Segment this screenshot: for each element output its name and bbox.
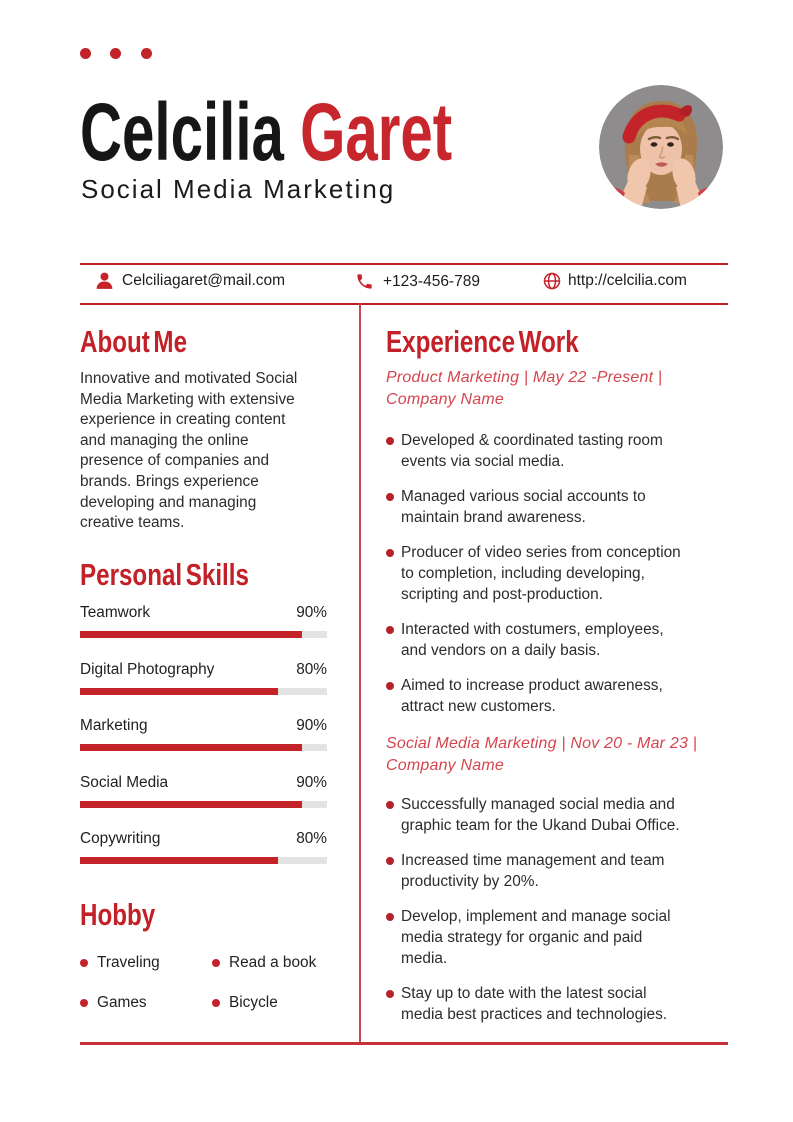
skill-percent: 80% xyxy=(296,830,327,847)
phone-text: +123-456-789 xyxy=(383,272,480,290)
bullet-dot-icon xyxy=(212,999,220,1007)
job-title: Social Media Marketing | Nov 20 - Mar 23… xyxy=(386,735,698,774)
section-heading-experience: Experience Work xyxy=(386,324,579,359)
skill-bar-track xyxy=(80,857,327,864)
job-bullet-list: Successfully managed social media and gr… xyxy=(386,794,726,1039)
contact-bar xyxy=(80,263,728,305)
bullet-dot-icon xyxy=(386,912,394,921)
contact-phone[interactable]: +123-456-789 xyxy=(355,272,480,291)
column-divider xyxy=(359,303,361,1042)
about-text: Innovative and motivated Social Media Ma… xyxy=(80,370,298,532)
section-heading-hobby: Hobby xyxy=(80,897,156,932)
bullet-text: Aimed to increase product awareness, att… xyxy=(401,677,663,715)
skill-percent: 90% xyxy=(296,773,327,791)
bullet-dot-icon xyxy=(212,959,220,967)
section-heading-about: About Me xyxy=(80,324,188,359)
bullet-dot-icon xyxy=(386,989,394,998)
email-text: Celciliagaret@mail.com xyxy=(122,272,286,289)
skill-label: Social Media xyxy=(80,773,169,791)
job-title: Product Marketing | May 22 -Present | Co… xyxy=(386,369,663,408)
skill-percent: 80% xyxy=(296,660,327,678)
skill-bar-track xyxy=(80,687,327,695)
section-heading-skills: Personal Skills xyxy=(80,557,249,592)
hobby-label: Traveling xyxy=(97,954,160,971)
skill-label: Digital Photography xyxy=(80,660,215,678)
experience-bullet: Interacted with costumers, employees, an… xyxy=(386,619,726,661)
hobby-label: Read a book xyxy=(229,954,317,971)
skill-percent: 90% xyxy=(296,717,327,734)
skill-bar-fill xyxy=(80,744,303,751)
bullet-dot-icon xyxy=(386,492,394,501)
bullet-text: Developed & coordinated tasting room eve… xyxy=(401,432,663,470)
hobby-item: Games xyxy=(80,993,147,1013)
contact-email[interactable]: Celciliagaret@mail.com xyxy=(94,270,285,292)
portrait-illustration xyxy=(599,85,723,209)
skill-row: Marketing 90% xyxy=(80,717,327,751)
experience-bullet: Stay up to date with the latest social m… xyxy=(386,983,726,1025)
skill-row: Copywriting 80% xyxy=(80,830,327,864)
bullet-dot-icon xyxy=(80,959,88,967)
job-subtitle: Social Media Marketing xyxy=(81,174,396,204)
skill-bar-track xyxy=(80,631,327,638)
first-name: Celcilia xyxy=(80,87,284,178)
last-name: Garet xyxy=(300,87,453,178)
skill-bar-fill xyxy=(80,631,303,638)
website-text: http://celcilia.com xyxy=(568,272,687,289)
bullet-text: Interacted with costumers, employees, an… xyxy=(401,621,664,659)
skill-row: Teamwork 90% xyxy=(80,604,327,638)
decor-dot xyxy=(110,48,121,59)
bullet-dot-icon xyxy=(386,548,394,557)
bullet-text: Stay up to date with the latest social m… xyxy=(401,985,668,1023)
bottom-rule xyxy=(80,1042,728,1045)
decor-dot xyxy=(79,48,91,59)
experience-bullet: Managed various social accounts to maint… xyxy=(386,486,726,528)
skill-label: Marketing xyxy=(80,717,148,734)
skill-label: Copywriting xyxy=(80,830,161,847)
hobby-label: Games xyxy=(97,994,147,1011)
person-icon xyxy=(96,272,113,289)
globe-icon xyxy=(543,272,561,290)
phone-icon xyxy=(357,274,372,289)
skill-bar-fill xyxy=(80,800,303,808)
bullet-text: Develop, implement and manage social med… xyxy=(401,908,671,967)
skill-percent: 90% xyxy=(296,604,327,621)
bullet-dot-icon xyxy=(386,856,394,865)
bullet-text: Increased time management and team produ… xyxy=(401,852,665,890)
bullet-text: Managed various social accounts to maint… xyxy=(401,488,646,526)
experience-bullet: Successfully managed social media and gr… xyxy=(386,794,726,836)
job-bullet-list: Developed & coordinated tasting room eve… xyxy=(386,430,726,731)
hobby-item: Bicycle xyxy=(212,993,278,1013)
bullet-text: Successfully managed social media and gr… xyxy=(401,796,680,834)
skill-bar-track xyxy=(80,800,327,808)
bullet-dot-icon xyxy=(80,999,88,1007)
skill-row: Digital Photography 80% xyxy=(80,661,327,695)
bullet-dot-icon xyxy=(386,625,394,634)
experience-bullet: Developed & coordinated tasting room eve… xyxy=(386,430,726,472)
decor-dot xyxy=(140,48,152,59)
bullet-dot-icon xyxy=(386,800,394,809)
experience-bullet: Aimed to increase product awareness, att… xyxy=(386,675,726,717)
hobby-item: Read a book xyxy=(212,953,316,973)
skill-bar-track xyxy=(80,744,327,751)
hobby-label: Bicycle xyxy=(229,994,278,1011)
bullet-dot-icon xyxy=(386,436,394,445)
skill-label: Teamwork xyxy=(80,604,151,621)
skill-row: Social Media 90% xyxy=(80,774,327,808)
bullet-text: Producer of video series from conception… xyxy=(401,544,681,603)
experience-bullet: Increased time management and team produ… xyxy=(386,850,726,892)
skill-bar-fill xyxy=(80,857,278,864)
page-title: Celcilia Garet xyxy=(80,92,452,174)
experience-bullet: Develop, implement and manage social med… xyxy=(386,906,726,969)
bullet-dot-icon xyxy=(386,681,394,690)
hobby-item: Traveling xyxy=(80,953,160,973)
profile-photo xyxy=(599,85,723,209)
experience-bullet: Producer of video series from conception… xyxy=(386,542,726,605)
contact-website[interactable]: http://celcilia.com xyxy=(542,271,687,291)
skill-bar-fill xyxy=(80,687,278,695)
